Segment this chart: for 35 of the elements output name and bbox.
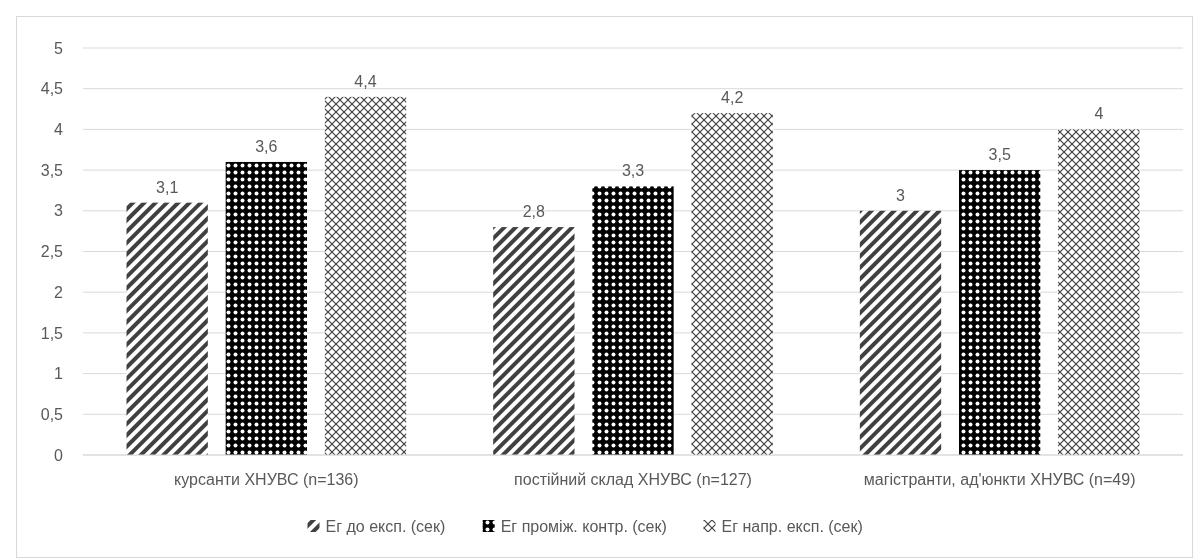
legend-label: Ег напр. експ. (сек): [721, 517, 863, 535]
data-label: 4,2: [721, 89, 744, 107]
bar: [959, 170, 1041, 455]
data-label: 3: [896, 186, 906, 204]
y-tick-label: 2: [54, 283, 64, 301]
y-tick-label: 3,5: [40, 161, 64, 179]
x-tick-label: постійний склад ХНУВС (n=127): [514, 471, 752, 488]
bar: [493, 227, 575, 455]
bar: [1058, 129, 1140, 455]
y-tick-label: 1: [54, 365, 64, 383]
legend-label: Ег проміж. контр. (сек): [500, 517, 667, 535]
data-label: 3,3: [621, 162, 645, 180]
data-label: 3,5: [988, 146, 1011, 164]
y-tick-label: 4,5: [40, 80, 64, 98]
bar: [691, 113, 773, 455]
data-label: 3,6: [255, 137, 278, 155]
y-tick-label: 3: [54, 202, 64, 220]
bar: [592, 186, 674, 455]
bar: [859, 210, 942, 455]
legend-label: Ег до експ. (сек): [325, 517, 446, 535]
data-label: 4,4: [354, 72, 377, 90]
data-label: 2,8: [522, 203, 546, 221]
data-label: 4: [1094, 105, 1104, 123]
bar: [324, 96, 407, 455]
bar: [126, 202, 208, 455]
y-tick-label: 4: [54, 121, 64, 138]
bar: [225, 161, 307, 455]
x-tick-label: курсанти ХНУВС (n=136): [174, 471, 359, 488]
data-label: 3,1: [156, 178, 179, 196]
x-tick-label: магістранти, ад'юнкти ХНУВС (n=49): [863, 471, 1136, 488]
y-tick-label: 0: [54, 446, 64, 464]
y-tick-label: 0,5: [40, 405, 64, 423]
y-tick-label: 5: [54, 39, 64, 57]
y-tick-label: 2,5: [40, 243, 64, 261]
y-tick-label: 1,5: [40, 324, 64, 342]
